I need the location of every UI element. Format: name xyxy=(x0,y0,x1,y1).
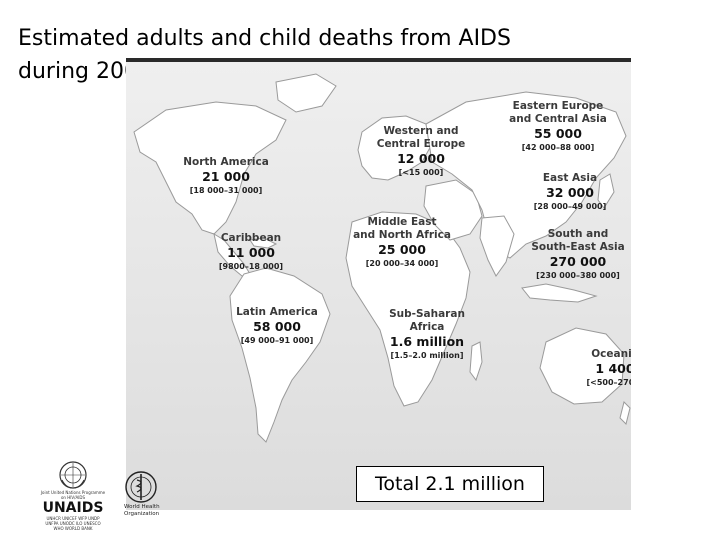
south-america-shape xyxy=(229,267,331,443)
region-north-america: North America 21 000 [18 000–31 000] xyxy=(176,156,276,196)
region-name-line-2: Central Europe xyxy=(376,138,466,150)
region-name: Latin America xyxy=(236,306,318,318)
region-value: 1 400 xyxy=(595,361,631,376)
region-name-line-1: Western and xyxy=(383,125,459,137)
region-range: [230 000–380 000] xyxy=(536,271,620,280)
region-name: Caribbean xyxy=(220,232,282,244)
se-asia-islands-shape xyxy=(521,283,598,303)
japan-shape xyxy=(597,173,615,209)
region-range: [20 000–34 000] xyxy=(365,259,439,268)
new-zealand-shape xyxy=(619,401,631,425)
europe-shape xyxy=(357,115,433,181)
asia-shape xyxy=(425,91,627,259)
region-value: 32 000 xyxy=(546,185,594,200)
title-line-1: Estimated adults and child deaths from A… xyxy=(18,26,511,51)
middle-east-shape xyxy=(423,179,483,241)
region-name-line-1: Middle East xyxy=(367,216,437,228)
unaids-fine-print-top: Joint United Nations Programme on HIV/AI… xyxy=(40,490,106,500)
india-shape xyxy=(479,215,515,277)
region-latin-america: Latin America 58 000 [49 000–91 000] xyxy=(222,306,332,346)
region-value: 11 000 xyxy=(227,245,275,260)
region-sub-saharan-africa: Sub-Saharan Africa 1.6 million [1.5–2.0 … xyxy=(366,308,488,361)
who-logo: World Health Organization xyxy=(124,470,176,528)
region-value: 12 000 xyxy=(397,151,445,166)
madagascar-shape xyxy=(469,341,483,382)
unaids-wordmark: UNAIDS xyxy=(42,500,104,516)
region-caribbean: Caribbean 11 000 [9800–18 000] xyxy=(206,232,296,272)
greenland-shape xyxy=(275,73,337,113)
who-name-line-1: World Health xyxy=(124,504,160,510)
region-name-line-2: Africa xyxy=(409,321,445,333)
region-value: 58 000 xyxy=(253,319,301,334)
region-name: East Asia xyxy=(542,172,598,184)
unaids-fine-print-bottom: UNHCR UNICEF WFP UNDP UNFPA UNODC ILO UN… xyxy=(45,516,101,531)
region-range: [<15 000] xyxy=(398,168,444,177)
unaids-logo: Joint United Nations Programme on HIV/AI… xyxy=(40,460,106,531)
region-range: [9800–18 000] xyxy=(218,262,284,271)
region-name-line-2: South-East Asia xyxy=(531,241,625,253)
region-middle-east-north-africa: Middle East and North Africa 25 000 [20 … xyxy=(346,216,458,269)
total-deaths-box: Total 2.1 million xyxy=(356,466,544,502)
australia-shape xyxy=(539,327,625,405)
region-name: Oceania xyxy=(591,348,631,360)
region-name-line-2: and Central Asia xyxy=(509,113,607,125)
region-south-southeast-asia: South and South-East Asia 270 000 [230 0… xyxy=(526,228,630,281)
world-map-shapes xyxy=(133,73,631,443)
region-east-asia: East Asia 32 000 [28 000–49 000] xyxy=(522,172,618,212)
caribbean-islands-shape xyxy=(249,237,278,249)
region-range: [1.5–2.0 million] xyxy=(390,351,464,360)
north-america-shape xyxy=(133,101,287,235)
who-emblem-icon xyxy=(125,471,157,503)
un-emblem-icon xyxy=(59,461,87,489)
region-range: [42 000–88 000] xyxy=(521,143,595,152)
region-value: 55 000 xyxy=(534,126,582,141)
region-western-central-europe: Western and Central Europe 12 000 [<15 0… xyxy=(368,125,474,178)
region-name-line-1: Sub-Saharan xyxy=(389,308,465,320)
region-eastern-europe-central-asia: Eastern Europe and Central Asia 55 000 [… xyxy=(502,100,614,153)
region-value: 21 000 xyxy=(202,169,250,184)
region-name-line-1: South and xyxy=(547,228,609,240)
region-range: [18 000–31 000] xyxy=(189,186,263,195)
region-value: 25 000 xyxy=(378,242,426,257)
world-map: North America 21 000 [18 000–31 000] Car… xyxy=(126,58,631,510)
region-value: 1.6 million xyxy=(389,334,465,349)
region-name-line-1: Eastern Europe xyxy=(512,100,604,112)
region-name-line-2: and North Africa xyxy=(353,229,451,241)
region-range: [28 000–49 000] xyxy=(533,202,607,211)
region-range: [49 000–91 000] xyxy=(240,336,314,345)
who-name-line-2: Organization xyxy=(124,511,160,517)
region-name: North America xyxy=(183,156,269,168)
region-value: 270 000 xyxy=(549,254,607,269)
